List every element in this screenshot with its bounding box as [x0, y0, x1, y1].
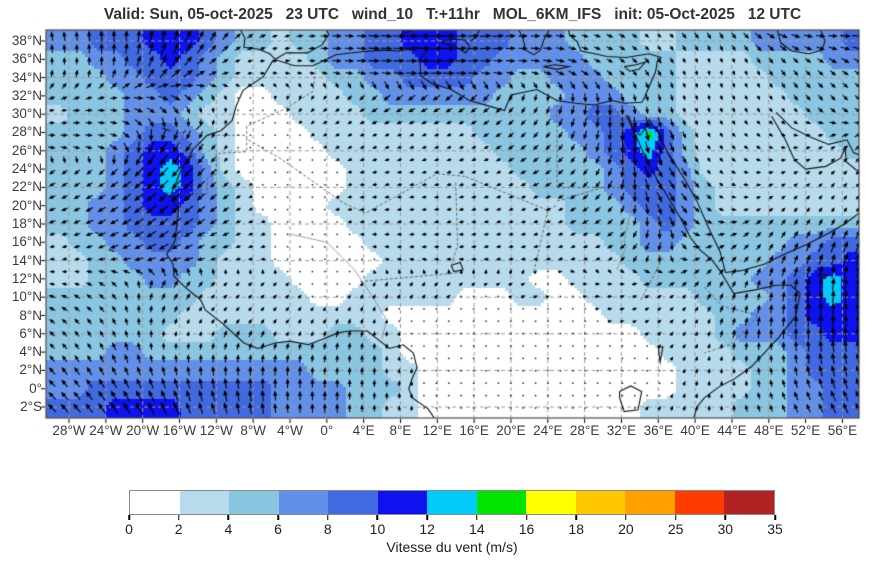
colorbar-tick-label: 10: [369, 521, 386, 537]
colorbar-tickmarks: [128, 515, 776, 521]
colorbar-tick-label: 6: [274, 521, 282, 537]
colorbar-segment: [476, 491, 527, 514]
colorbar-tick-label: 4: [224, 521, 233, 537]
colorbar-tick: [674, 515, 677, 520]
colorbar-tick: [227, 515, 230, 520]
colorbar-segment: [130, 491, 180, 514]
colorbar-caption: Vitesse du vent (m/s): [386, 539, 518, 555]
colorbar-segment: [674, 491, 725, 514]
colorbar-tick: [426, 515, 428, 520]
colorbar-segment: [229, 491, 279, 514]
colorbar-segment: [724, 491, 774, 514]
colorbar-tick: [525, 515, 528, 520]
colorbar-segment: [427, 491, 477, 514]
colorbar-labels: 0 2 4 6 8 10 12 14 16 18 20 25 30 35: [125, 521, 783, 538]
colorbar-tick: [724, 515, 727, 520]
colorbar-segment: [179, 491, 230, 514]
colorbar-tick-label: 16: [518, 521, 535, 537]
colorbar-tick: [376, 515, 379, 520]
colorbar-tick-label: 18: [568, 521, 585, 537]
colorbar-segment: [575, 491, 626, 514]
colorbar-tick-label: 14: [469, 521, 485, 537]
colorbar-segment: [526, 491, 576, 514]
colorbar-tick: [625, 515, 627, 520]
colorbar-segment: [625, 491, 675, 514]
colorbar-tick: [177, 515, 180, 520]
colorbar-tick: [774, 515, 776, 520]
colorbar-tick-label: 2: [174, 521, 183, 537]
colorbar-segment: [377, 491, 428, 514]
colorbar-tick: [277, 515, 279, 520]
colorbar-tick: [575, 515, 577, 520]
colorbar-tick-label: 35: [767, 521, 783, 537]
colorbar-tick-label: 30: [717, 521, 734, 537]
colorbar-tick-label: 25: [667, 521, 684, 537]
colorbar-tick: [476, 515, 478, 520]
colorbar-tick: [128, 515, 130, 520]
colorbar-tick-label: 8: [323, 521, 332, 537]
colorbar-tick-label: 20: [618, 521, 634, 537]
colorbar-segment: [278, 491, 329, 514]
colorbar-segment: [328, 491, 378, 514]
colorbar-tick-label: 0: [125, 521, 133, 537]
colorbar-scale: [129, 490, 775, 515]
colorbar-tick-label: 12: [419, 521, 435, 537]
colorbar-tick: [327, 515, 329, 520]
